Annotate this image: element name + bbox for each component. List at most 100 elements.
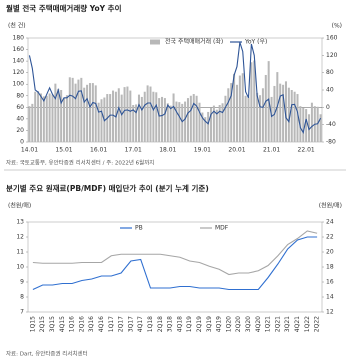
bar	[227, 88, 230, 142]
x-tick-label: 3Q18	[167, 316, 174, 332]
bar	[305, 109, 308, 142]
bar	[97, 102, 100, 142]
bar	[198, 102, 201, 142]
bar	[80, 77, 83, 142]
bar	[57, 88, 60, 142]
x-tick-label: 22.01	[298, 147, 315, 154]
bar	[100, 99, 103, 142]
y2-tick-label: 120	[326, 52, 338, 59]
y-tick-label: 0	[20, 139, 24, 146]
bar	[178, 102, 181, 142]
x-tick-label: 20.01	[228, 147, 245, 154]
x-tick-label: 2Q20	[235, 316, 242, 332]
legend-label: PB	[135, 225, 143, 232]
bar	[310, 102, 313, 142]
y2-tick-label: 12	[326, 309, 334, 316]
y2-tick-label: -40	[326, 121, 336, 128]
x-tick-label: 19.01	[194, 147, 211, 154]
bar	[175, 101, 178, 142]
x-tick-label: 2Q19	[196, 316, 203, 332]
x-tick-label: 1Q18	[147, 316, 154, 332]
y2-tick-label: -80	[326, 139, 336, 146]
line	[28, 42, 322, 134]
x-tick-label: 1Q19	[186, 316, 193, 332]
x-tick-label: 1Q21	[265, 316, 272, 332]
x-tick-label: 4Q16	[98, 316, 105, 332]
bar	[161, 96, 164, 142]
bar	[34, 91, 37, 142]
bar	[244, 95, 247, 142]
x-tick-label: 17.01	[125, 147, 142, 154]
y-tick-label: 120	[13, 69, 25, 76]
bar	[117, 88, 120, 142]
y-tick-label: 80	[16, 92, 24, 99]
bar	[120, 94, 123, 142]
legend-swatch	[150, 39, 160, 45]
bar	[123, 87, 126, 142]
x-tick-label: 2Q16	[78, 316, 85, 332]
bar	[293, 91, 296, 142]
y-axis-label: (천 건)	[8, 22, 26, 30]
x-tick-label: 3Q16	[88, 316, 95, 332]
line	[32, 236, 318, 291]
bar	[253, 60, 256, 142]
bar	[230, 83, 233, 142]
x-tick-label: 2Q21	[274, 316, 281, 332]
y2-tick-label: 18	[326, 264, 334, 271]
bar	[65, 95, 68, 142]
bar	[45, 95, 48, 142]
x-tick-label: 21.01	[263, 147, 280, 154]
bar	[163, 98, 166, 142]
source-note: 자료: Dart, 유안타증권 리서치센터	[6, 350, 88, 358]
y2-tick-label: 160	[326, 35, 338, 42]
bar	[37, 91, 40, 142]
bar	[54, 83, 57, 142]
x-tick-label: 2Q17	[118, 316, 125, 332]
y2-axis-label: (천원/매)	[319, 202, 342, 210]
legend-label: MDF	[215, 225, 229, 232]
bar	[60, 90, 63, 142]
bar	[210, 107, 213, 142]
y-tick-label: 7	[20, 309, 24, 316]
y-tick-label: 140	[13, 58, 25, 65]
bar	[137, 94, 140, 142]
bar	[316, 106, 319, 142]
y2-tick-label: 40	[326, 87, 334, 94]
bar	[204, 117, 207, 142]
bar	[233, 73, 236, 142]
x-tick-label: 2Q15	[39, 316, 46, 332]
bar	[129, 90, 132, 142]
x-tick-label: 1Q22	[304, 316, 311, 332]
bar	[238, 75, 241, 142]
legend-label: 전국 주택매매거래 (좌)	[165, 38, 223, 46]
y-tick-label: 12	[16, 234, 24, 241]
bar	[195, 95, 198, 142]
plot-frame	[27, 37, 323, 143]
bar	[132, 105, 135, 142]
bar	[184, 101, 187, 142]
line	[32, 230, 318, 276]
x-tick-label: 14.01	[21, 147, 38, 154]
bar	[91, 83, 94, 142]
bar	[186, 98, 189, 142]
y2-tick-label: 20	[326, 249, 334, 256]
x-tick-label: 3Q19	[206, 316, 213, 332]
bar	[166, 103, 169, 142]
bar	[259, 95, 262, 142]
bar	[51, 94, 54, 142]
bar	[94, 85, 97, 142]
x-tick-label: 4Q15	[59, 316, 66, 332]
bar	[39, 93, 42, 142]
x-tick-label: 1Q20	[225, 316, 232, 332]
source-note: 자료: 국토교통부, 유안타증권 리서치센터 / 주: 2022년 6월까지	[6, 159, 154, 167]
bar	[149, 86, 152, 142]
bar	[68, 77, 71, 142]
bar	[83, 87, 86, 142]
bar	[155, 92, 158, 142]
bar	[299, 106, 302, 142]
bar	[284, 81, 287, 142]
bar	[319, 114, 322, 142]
bar	[169, 105, 172, 142]
bar	[158, 98, 161, 142]
